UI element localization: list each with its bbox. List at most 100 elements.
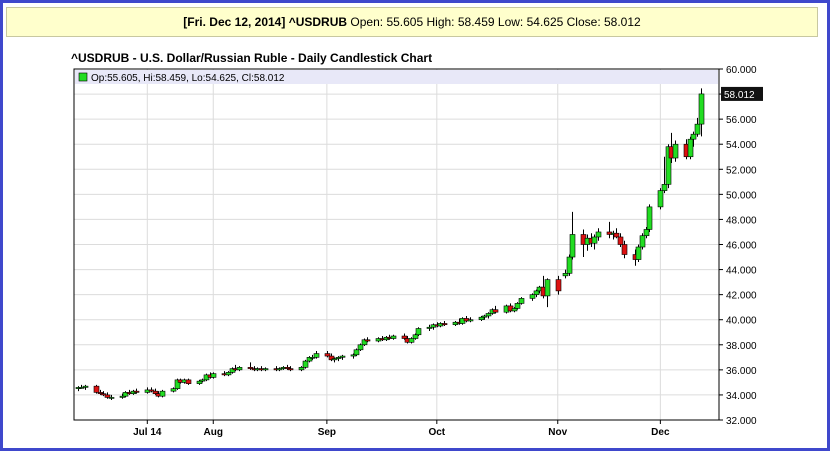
x-tick-label: Nov [548, 427, 567, 438]
candle-body [613, 232, 620, 238]
candle-body [196, 380, 203, 384]
y-tick-label: 56.000 [726, 115, 757, 126]
close-label: Close: [566, 15, 601, 29]
candle-body [364, 339, 371, 342]
candle-body [687, 138, 694, 158]
y-tick-label: 34.000 [726, 391, 757, 402]
candle-body [353, 349, 360, 356]
candle-body [646, 206, 653, 230]
last-price-tag [721, 86, 763, 101]
candle-body [518, 298, 525, 304]
candle-body [529, 294, 536, 299]
candle-body [287, 368, 294, 371]
candle-body [426, 326, 433, 329]
candle-body [639, 235, 646, 248]
candle-body [672, 143, 679, 159]
candle-body [199, 379, 206, 382]
candle-body [133, 390, 140, 393]
candle-body [690, 133, 697, 140]
close-value: 58.012 [604, 15, 641, 29]
candle-body [698, 93, 705, 125]
legend-text: Op:55.605, Hi:58.459, Lo:54.625, Cl:58.0… [91, 73, 285, 84]
candle-body [415, 328, 422, 336]
legend-strip [75, 70, 718, 84]
candle-body [339, 355, 346, 358]
candle-body [331, 358, 338, 361]
last-price-label: 58.012 [724, 90, 755, 101]
y-tick-label: 50.000 [726, 190, 757, 201]
candle-body [93, 385, 100, 393]
candle-body [236, 367, 243, 371]
y-tick-label: 48.000 [726, 215, 757, 226]
chart-title: ^USDRUB - U.S. Dollar/Russian Ruble - Da… [71, 51, 433, 65]
candle-body [694, 123, 701, 135]
candle-body [82, 385, 89, 388]
low-label: Low: [497, 15, 524, 29]
candle-body [481, 315, 488, 318]
x-tick-label: Jul 14 [133, 427, 162, 438]
y-tick-label: 36.000 [726, 366, 757, 377]
candle-body [401, 335, 408, 339]
candle-body [148, 389, 155, 392]
candle-body [324, 353, 331, 357]
candle-body [170, 388, 177, 392]
x-tick-label: Dec [651, 427, 670, 438]
y-tick-label: 46.000 [726, 241, 757, 252]
candle-body [566, 256, 573, 274]
x-tick-label: Sep [318, 427, 336, 438]
candle-body [309, 357, 316, 359]
candle-body [562, 273, 569, 277]
candle-body [617, 236, 624, 245]
candle-body [357, 344, 364, 351]
candle-body [276, 368, 283, 371]
candle-body [302, 360, 309, 368]
candle-body [441, 323, 448, 326]
candle-body [544, 279, 551, 297]
candle-body [665, 146, 672, 185]
candle-body [657, 190, 664, 208]
candle-body [122, 392, 129, 397]
candle-body [152, 390, 159, 394]
high-label: High: [426, 15, 455, 29]
candle-body [569, 234, 576, 258]
candle-body [104, 394, 111, 398]
candle-body [467, 319, 474, 322]
candle-body [555, 279, 562, 292]
candle-body [335, 357, 342, 359]
candle-body [185, 379, 192, 384]
candle-body [485, 313, 492, 317]
y-tick-label: 32.000 [726, 416, 757, 427]
candle-body [511, 308, 518, 312]
candle-body [298, 367, 305, 371]
candle-body [514, 303, 521, 309]
candle-body [492, 309, 499, 313]
candle-body [661, 184, 668, 191]
candle-body [390, 335, 397, 339]
candle-body [313, 353, 320, 358]
quote-header: [Fri. Dec 12, 2014] ^USDRUB Open: 55.605… [6, 7, 818, 37]
candle-body [408, 338, 415, 343]
candle-body [635, 246, 642, 260]
y-tick-label: 38.000 [726, 341, 757, 352]
candle-body [174, 379, 181, 389]
quote-symbol: ^USDRUB [288, 15, 348, 29]
y-tick-label: 52.000 [726, 165, 757, 176]
candle-body [100, 393, 107, 396]
plot-border [73, 68, 720, 421]
y-tick-label: 44.000 [726, 266, 757, 277]
legend-swatch [78, 72, 88, 82]
candle-body [643, 229, 650, 237]
open-label: Open: [350, 15, 384, 29]
candle-body [108, 397, 115, 399]
open-value: 55.605 [386, 15, 424, 29]
candle-body [210, 373, 217, 378]
candle-body [595, 231, 602, 238]
high-value: 58.459 [457, 15, 495, 29]
candle-body [533, 290, 540, 295]
quote-date: [Fri. Dec 12, 2014] [183, 15, 286, 29]
candle-body [262, 368, 269, 371]
candle-body [78, 387, 85, 389]
low-value: 54.625 [526, 15, 564, 29]
candle-body [621, 244, 628, 255]
candle-body [247, 367, 254, 369]
